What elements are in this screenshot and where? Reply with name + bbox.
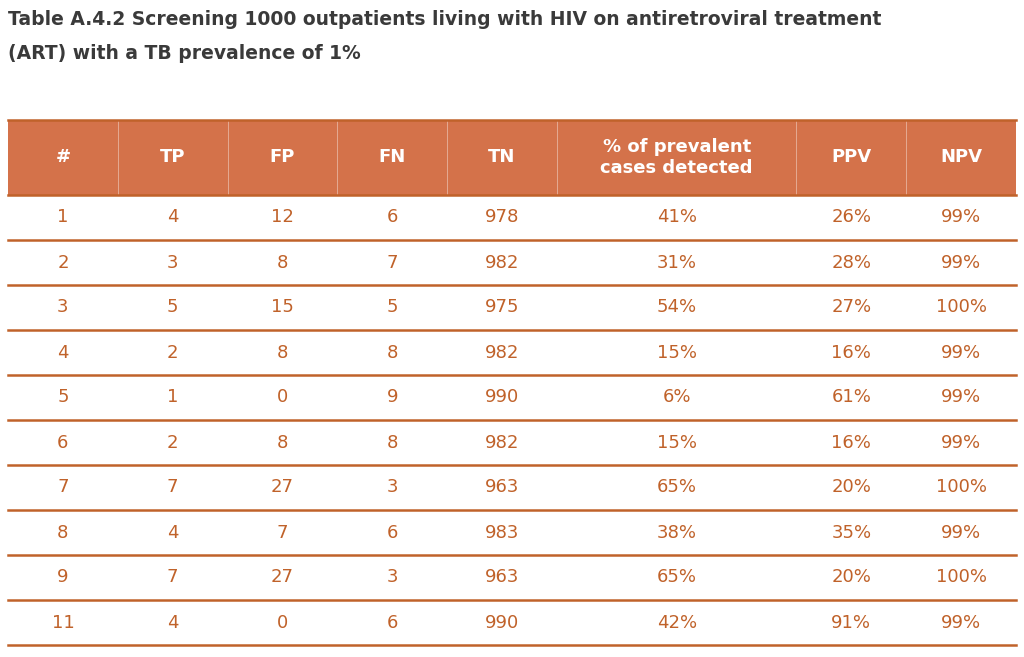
Text: TN: TN [488,148,516,166]
Text: 7: 7 [167,478,178,497]
Text: FN: FN [379,148,406,166]
Text: 1: 1 [167,388,178,407]
Text: 982: 982 [484,434,519,451]
Text: 15%: 15% [656,344,696,361]
Text: 5: 5 [167,298,178,317]
Text: 35%: 35% [831,524,871,541]
Text: 16%: 16% [831,344,871,361]
Text: TP: TP [160,148,185,166]
Text: 978: 978 [484,208,519,227]
Text: 11: 11 [51,614,75,631]
Text: 990: 990 [485,614,519,631]
Text: 2: 2 [167,434,178,451]
Text: 7: 7 [386,254,398,271]
Text: 12: 12 [271,208,294,227]
Text: 3: 3 [57,298,69,317]
Text: 5: 5 [386,298,398,317]
Text: 100%: 100% [936,298,986,317]
Text: 982: 982 [484,254,519,271]
Text: 99%: 99% [941,254,981,271]
Text: 4: 4 [167,524,178,541]
Text: 8: 8 [276,344,288,361]
Text: 0: 0 [276,388,288,407]
Text: 990: 990 [485,388,519,407]
Text: 99%: 99% [941,524,981,541]
Text: 963: 963 [484,478,519,497]
Text: 61%: 61% [831,388,871,407]
Text: 975: 975 [484,298,519,317]
Text: #: # [55,148,71,166]
Text: 8: 8 [276,434,288,451]
Text: PPV: PPV [831,148,871,166]
Text: 42%: 42% [656,614,696,631]
Text: 99%: 99% [941,614,981,631]
Text: 0: 0 [276,614,288,631]
Text: 2: 2 [167,344,178,361]
Text: 15: 15 [271,298,294,317]
Text: 4: 4 [167,208,178,227]
Text: 6: 6 [386,614,398,631]
Text: 41%: 41% [656,208,696,227]
Text: 27: 27 [271,568,294,587]
Text: 9: 9 [386,388,398,407]
Text: 65%: 65% [656,568,696,587]
Text: 31%: 31% [656,254,696,271]
Text: 100%: 100% [936,478,986,497]
Text: 2: 2 [57,254,69,271]
Text: % of prevalent
cases detected: % of prevalent cases detected [600,138,753,177]
Text: 7: 7 [276,524,288,541]
Text: 38%: 38% [656,524,696,541]
Text: 3: 3 [386,478,398,497]
Text: 27%: 27% [831,298,871,317]
Text: 28%: 28% [831,254,871,271]
Text: 20%: 20% [831,568,871,587]
Text: 7: 7 [167,568,178,587]
Text: 16%: 16% [831,434,871,451]
Text: 100%: 100% [936,568,986,587]
Text: FP: FP [269,148,295,166]
Text: NPV: NPV [940,148,982,166]
Bar [8,120,1016,195]
Text: 54%: 54% [656,298,696,317]
Text: (ART) with a TB prevalence of 1%: (ART) with a TB prevalence of 1% [8,44,360,63]
Text: 99%: 99% [941,344,981,361]
Text: 983: 983 [484,524,519,541]
Text: 1: 1 [57,208,69,227]
Text: Table A.4.2 Screening 1000 outpatients living with HIV on antiretroviral treatme: Table A.4.2 Screening 1000 outpatients l… [8,10,882,29]
Text: 6: 6 [386,524,398,541]
Text: 99%: 99% [941,388,981,407]
Text: 6%: 6% [663,388,691,407]
Text: 99%: 99% [941,434,981,451]
Text: 4: 4 [167,614,178,631]
Text: 4: 4 [57,344,69,361]
Text: 8: 8 [386,344,398,361]
Text: 15%: 15% [656,434,696,451]
Text: 26%: 26% [831,208,871,227]
Text: 982: 982 [484,344,519,361]
Text: 8: 8 [386,434,398,451]
Text: 65%: 65% [656,478,696,497]
Text: 8: 8 [276,254,288,271]
Text: 6: 6 [57,434,69,451]
Text: 99%: 99% [941,208,981,227]
Text: 8: 8 [57,524,69,541]
Text: 20%: 20% [831,478,871,497]
Text: 91%: 91% [831,614,871,631]
Text: 3: 3 [386,568,398,587]
Text: 3: 3 [167,254,178,271]
Text: 27: 27 [271,478,294,497]
Text: 7: 7 [57,478,69,497]
Text: 6: 6 [386,208,398,227]
Text: 5: 5 [57,388,69,407]
Text: 963: 963 [484,568,519,587]
Text: 9: 9 [57,568,69,587]
